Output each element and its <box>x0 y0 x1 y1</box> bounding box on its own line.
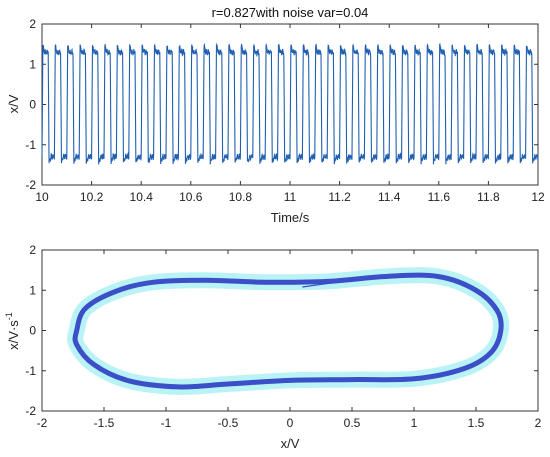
top-y-tick-label: -1 <box>25 138 36 152</box>
top-x-tick-label: 11.6 <box>428 190 451 204</box>
bottom-x-tick-label: -2 <box>37 416 48 430</box>
top-y-tick-label: 0 <box>29 98 36 112</box>
top-y-tick-label: 1 <box>29 57 36 71</box>
bottom-x-tick-label: -1.5 <box>94 416 115 430</box>
bottom-y-tick-label: 1 <box>29 283 36 297</box>
top-y-tick-label: 2 <box>29 17 36 31</box>
bottom-y-axis-label: x/V·s-1 <box>4 312 21 350</box>
time-series-chart: r=0.827with noise var=0.04 210-1-2 10 10.… <box>6 5 545 225</box>
top-x-axis-label: Time/s <box>271 210 310 225</box>
top-x-tick-label: 11.2 <box>328 190 351 204</box>
top-x-tick-label: 10.8 <box>229 190 253 204</box>
bottom-y-tick-label: 0 <box>29 324 36 338</box>
bottom-x-tick-label: 1.5 <box>468 416 485 430</box>
time-series-line <box>41 42 539 165</box>
top-x-tick-label: 11.8 <box>477 190 500 204</box>
phase-transient-line <box>302 275 408 288</box>
top-x-tick-label: 10.4 <box>130 190 154 204</box>
phase-portrait-chart: 2 1 0 -1 -2 -2 -1.5 -1 -0.5 0 0.5 1 1.5 2 x/V x/V·s-… <box>4 243 542 451</box>
top-x-tick-label: 11 <box>284 190 297 204</box>
top-x-tick-label: 12 <box>531 190 545 204</box>
bottom-x-tick-label: -1 <box>161 416 172 430</box>
top-chart-title: r=0.827with noise var=0.04 <box>212 5 369 20</box>
bottom-y-tick-label: -1 <box>25 364 36 378</box>
bottom-x-tick-label: 1 <box>411 416 418 430</box>
bottom-x-tick-label: -0.5 <box>218 416 239 430</box>
top-x-tick-label: 10.6 <box>179 190 203 204</box>
bottom-y-tick-label: 2 <box>29 243 36 257</box>
top-y-axis-label: x/V <box>6 94 21 113</box>
bottom-y-tick-label: -2 <box>25 404 36 418</box>
top-x-tick-label: 10 <box>35 190 49 204</box>
top-x-tick-label: 11.4 <box>378 190 401 204</box>
phase-loop-trajectory <box>72 272 504 390</box>
bottom-x-tick-label: 0 <box>287 416 294 430</box>
top-y-tick-label: -2 <box>25 178 36 192</box>
bottom-x-tick-label: 2 <box>535 416 542 430</box>
bottom-x-tick-label: 0.5 <box>344 416 361 430</box>
top-x-tick-label: 10.2 <box>80 190 104 204</box>
bottom-x-axis-label: x/V <box>281 436 300 451</box>
